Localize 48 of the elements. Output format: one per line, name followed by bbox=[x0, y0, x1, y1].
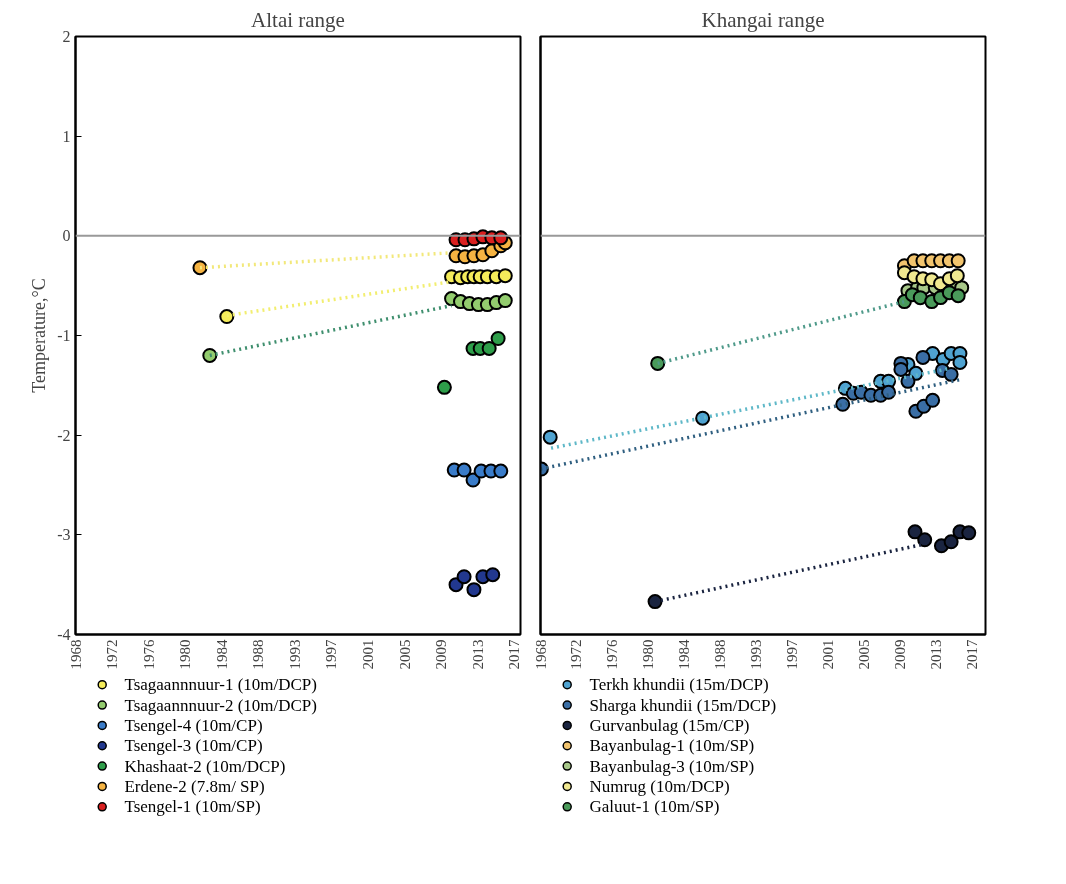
x-tick-label: 1988 bbox=[250, 639, 267, 670]
y-tick-label: -3 bbox=[57, 526, 71, 544]
x-tick-label: 1976 bbox=[140, 639, 157, 670]
legend-label: Galuut-1 (10m/SP) bbox=[589, 797, 720, 817]
x-tick-label: 1997 bbox=[323, 639, 340, 670]
x-tick-label: 2001 bbox=[820, 639, 837, 670]
y-tick-label: 2 bbox=[62, 28, 71, 45]
legend-label: Bayanbulag-3 (10m/SP) bbox=[589, 756, 755, 776]
x-tick-label: 1988 bbox=[712, 639, 729, 670]
y-tick-label: -2 bbox=[57, 426, 71, 444]
x-tick-label: 2017 bbox=[964, 639, 981, 670]
x-tick-label: 1972 bbox=[104, 639, 121, 670]
x-tick-label: 1968 bbox=[532, 639, 549, 670]
x-tick-label: 1993 bbox=[748, 639, 765, 670]
x-tick-label: 2013 bbox=[928, 639, 945, 670]
legend-label: Tsagaannnuur-1 (10m/DCP) bbox=[124, 675, 317, 695]
chart-title: Altai range bbox=[251, 7, 345, 32]
x-tick-label: 2009 bbox=[433, 639, 450, 670]
legend-label: Tsengel-4 (10m/CP) bbox=[124, 715, 263, 735]
legend-label: Erdene-2 (7.8m/ SP) bbox=[124, 776, 265, 796]
legend-label: Terkh khundii (15m/DCP) bbox=[589, 675, 769, 695]
legend-label: Bayanbulag-1 (10m/SP) bbox=[589, 736, 755, 756]
y-tick-label: 1 bbox=[62, 127, 71, 145]
x-tick-label: 1972 bbox=[568, 639, 585, 670]
legend-label: Tsagaannnuur-2 (10m/DCP) bbox=[124, 695, 317, 715]
x-tick-label: 1976 bbox=[604, 639, 621, 670]
y-tick-label: 0 bbox=[62, 227, 71, 245]
legend-label: Khashaat-2 (10m/DCP) bbox=[124, 756, 286, 776]
x-tick-label: 2005 bbox=[856, 639, 873, 670]
chart-title: Khangai range bbox=[701, 7, 825, 32]
y-axis-title: Temperature,°C bbox=[29, 278, 50, 393]
x-tick-label: 1980 bbox=[640, 639, 657, 670]
x-tick-label: 1984 bbox=[676, 639, 693, 670]
x-tick-label: 1993 bbox=[286, 639, 303, 670]
x-tick-label: 1997 bbox=[784, 639, 801, 670]
x-tick-label: 2005 bbox=[396, 639, 413, 670]
legend-label: Tsengel-3 (10m/CP) bbox=[124, 736, 263, 756]
legend-label: Tsengel-1 (10m/SP) bbox=[124, 797, 261, 817]
x-tick-label: 2001 bbox=[360, 639, 377, 670]
x-tick-label: 2009 bbox=[892, 639, 909, 670]
x-tick-label: 1984 bbox=[213, 639, 230, 670]
x-tick-label: 2017 bbox=[506, 639, 523, 670]
legend-label: Numrug (10m/DCP) bbox=[589, 776, 730, 796]
x-tick-label: 2013 bbox=[469, 639, 486, 670]
legend-label: Sharga khundii (15m/DCP) bbox=[589, 695, 777, 715]
y-tick-label: -1 bbox=[57, 327, 71, 344]
x-tick-label: 1980 bbox=[177, 639, 194, 670]
legend-label: Gurvanbulag (15m/CP) bbox=[589, 715, 750, 735]
